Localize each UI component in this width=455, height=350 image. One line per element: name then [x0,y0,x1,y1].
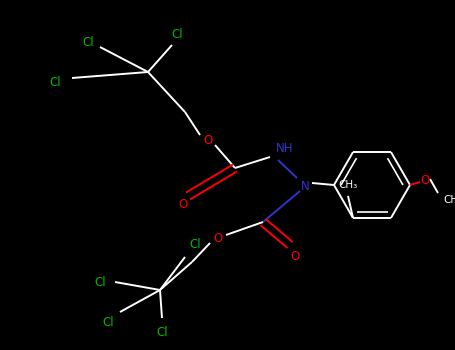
Text: O: O [178,198,187,211]
Text: Cl: Cl [82,35,94,49]
Text: Cl: Cl [189,238,201,252]
Text: N: N [301,180,309,193]
Text: Cl: Cl [94,275,106,288]
Text: CH₃: CH₃ [339,180,358,190]
Text: O: O [290,251,300,264]
Text: Cl: Cl [171,28,183,42]
Text: O: O [420,174,430,187]
Text: Cl: Cl [102,315,114,329]
Text: Cl: Cl [156,326,168,338]
Text: O: O [213,231,222,245]
Text: Cl: Cl [49,76,61,89]
Text: O: O [203,133,212,147]
Text: CH₃: CH₃ [443,195,455,205]
Text: NH: NH [276,141,294,154]
